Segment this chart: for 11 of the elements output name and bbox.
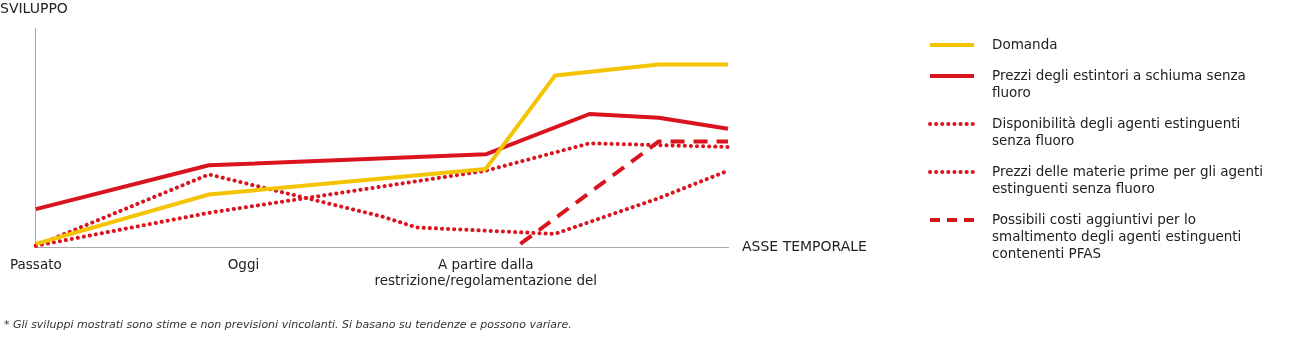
legend-label: Possibili costi aggiuntivi per lo smaltimento degli agenti estinguenti contenenti PFAS [992, 211, 1243, 262]
x-tick-label: A partire dalla restrizione/regolamentazione del [374, 256, 598, 289]
text: * Gli sviluppi mostrati sono stime e non previsioni vincolanti. Si basano su tendenze e possono variare. [4, 318, 572, 331]
x-axis-title: ASSE TEMPORALE [742, 238, 867, 255]
legend-label: Domanda [992, 36, 1058, 53]
y-axis-title: SVILUPPO [0, 0, 68, 16]
legend-label: Prezzi degli estintori a schiuma senza fluoro [992, 67, 1247, 101]
legend-label: Prezzi delle materie prime per gli agenti estinguenti senza fluoro [992, 163, 1264, 197]
legend-label: Disponibilità degli agenti estinguenti senza fluoro [992, 115, 1242, 149]
x-tick-label: Passato [10, 256, 62, 273]
x-tick-label: Oggi [227, 256, 260, 273]
